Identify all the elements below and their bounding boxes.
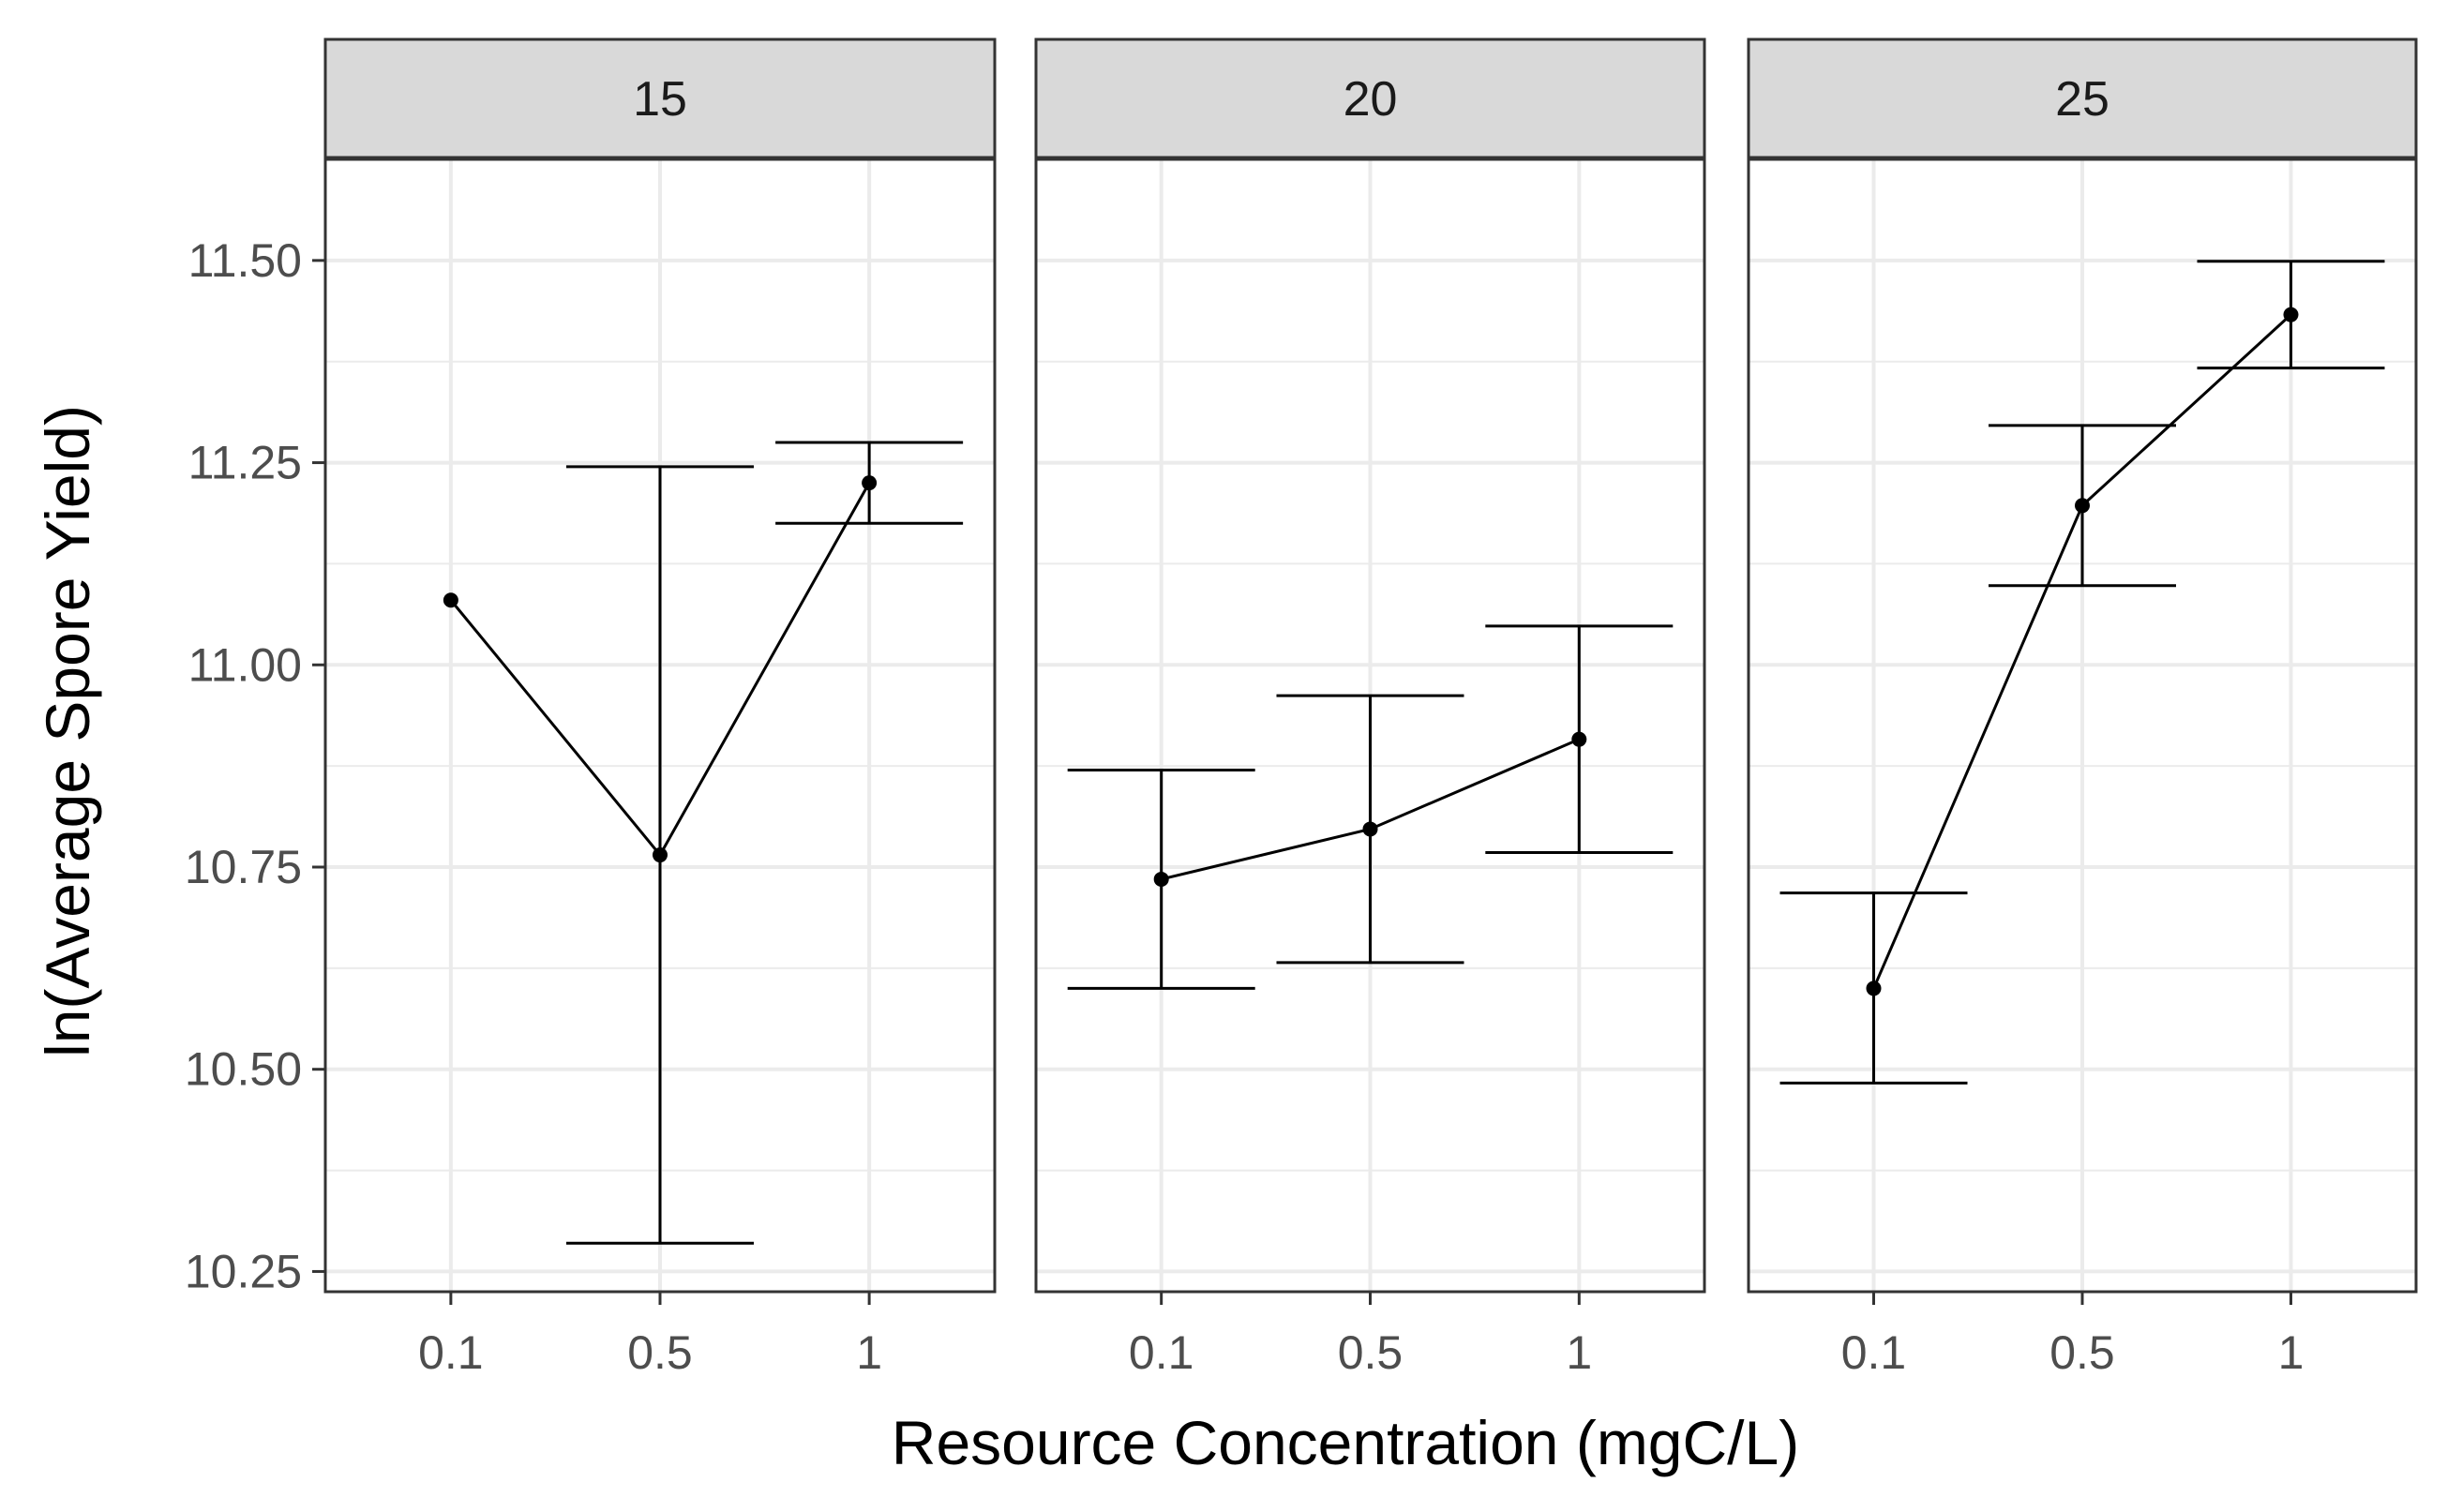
x-tick-label: 0.5	[1338, 1326, 1404, 1379]
facet-strip	[323, 37, 997, 159]
x-tick-label: 0.1	[1129, 1326, 1194, 1379]
facet-panel: 15 0.1 0.5 1	[323, 37, 997, 1379]
data-point	[1153, 871, 1169, 887]
y-tick-label: 11.00	[188, 638, 302, 691]
facet-strip	[1747, 37, 2418, 159]
facet-strip	[1034, 37, 1706, 159]
y-tick-label: 10.50	[185, 1043, 302, 1096]
data-point	[1571, 731, 1587, 747]
facet-strip-label: 25	[2055, 72, 2109, 127]
y-axis: 10.25 10.50 10.75 11.00 11.25 11.50	[185, 234, 325, 1297]
y-tick-label: 10.25	[185, 1245, 302, 1297]
facet-panel: 20 0.1 0.5 1	[1034, 37, 1706, 1379]
x-axis-title: Resource Concentration (mgC/L)	[892, 1408, 1799, 1477]
facet-panels: 15 0.1 0.5 1 20 0.1 0.5 1 25 0.1 0.5 1	[323, 37, 2418, 1379]
facet-strip-label: 20	[1344, 72, 1398, 127]
y-axis-title: ln(Average Spore Yield)	[33, 405, 102, 1057]
x-tick-label: 0.5	[627, 1326, 693, 1379]
facet-strip-label: 15	[633, 72, 687, 127]
x-tick-label: 1	[1566, 1326, 1592, 1379]
y-tick-label: 11.25	[188, 437, 302, 489]
data-point	[653, 847, 668, 863]
data-point	[2075, 498, 2090, 514]
x-tick-label: 1	[2278, 1326, 2304, 1379]
facet-panel: 25 0.1 0.5 1	[1747, 37, 2418, 1379]
y-tick-label: 10.75	[185, 841, 302, 893]
data-point	[443, 592, 458, 608]
y-tick-label: 11.50	[188, 234, 302, 287]
x-tick-label: 1	[856, 1326, 882, 1379]
data-point	[1362, 821, 1378, 837]
x-tick-label: 0.1	[1841, 1326, 1907, 1379]
data-point	[862, 475, 878, 491]
x-tick-label: 0.5	[2049, 1326, 2115, 1379]
x-tick-label: 0.1	[418, 1326, 484, 1379]
data-point	[1866, 981, 1882, 996]
data-point	[2283, 307, 2299, 322]
